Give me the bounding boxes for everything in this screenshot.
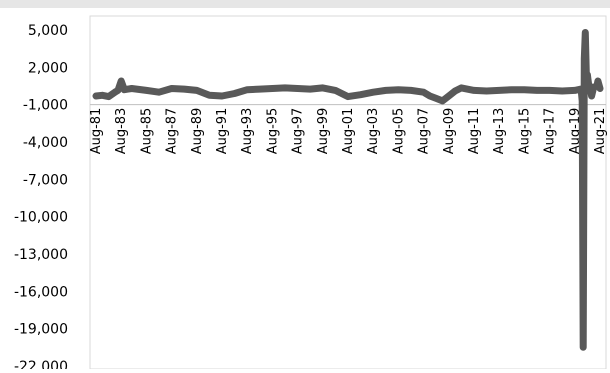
top-strip xyxy=(0,0,610,8)
x-tick-label: Aug-13 xyxy=(492,108,507,155)
x-tick-label: Aug-89 xyxy=(190,108,205,155)
y-tick-label: 5,000 xyxy=(28,23,68,39)
x-tick-label: Aug-21 xyxy=(593,108,608,155)
series-line-0 xyxy=(92,29,604,351)
x-tick-label: Aug-07 xyxy=(417,108,432,155)
y-tick-label: -10,000 xyxy=(14,210,68,226)
y-tick-label: 2,000 xyxy=(28,60,68,76)
x-tick-label: Aug-81 xyxy=(89,108,104,155)
x-tick-label: Aug-17 xyxy=(543,108,558,155)
y-tick-label: -13,000 xyxy=(14,247,68,263)
y-tick-label: -7,000 xyxy=(23,172,68,188)
x-tick-label: Aug-91 xyxy=(215,108,230,155)
y-tick-label: -19,000 xyxy=(14,322,68,338)
x-tick-label: Aug-01 xyxy=(341,108,356,155)
x-tick-label: Aug-11 xyxy=(467,108,482,155)
x-tick-label: Aug-15 xyxy=(517,108,532,155)
y-tick-label: -16,000 xyxy=(14,284,68,300)
x-tick-label: Aug-09 xyxy=(442,108,457,155)
x-tick-label: Aug-99 xyxy=(316,108,331,155)
y-tick-label: -4,000 xyxy=(23,135,68,151)
x-tick-label: Aug-87 xyxy=(165,108,180,155)
x-tick-label: Aug-85 xyxy=(139,108,154,155)
x-tick-label: Aug-93 xyxy=(240,108,255,155)
y-tick-label: -1,000 xyxy=(23,98,68,114)
x-tick-label: Aug-05 xyxy=(391,108,406,155)
x-tick-label: Aug-03 xyxy=(366,108,381,155)
plot-frame xyxy=(89,15,607,370)
x-tick-label: Aug-83 xyxy=(114,108,129,155)
x-tick-label: Aug-95 xyxy=(265,108,280,155)
x-tick-label: Aug-97 xyxy=(291,108,306,155)
y-tick-label: -22,000 xyxy=(14,359,68,369)
